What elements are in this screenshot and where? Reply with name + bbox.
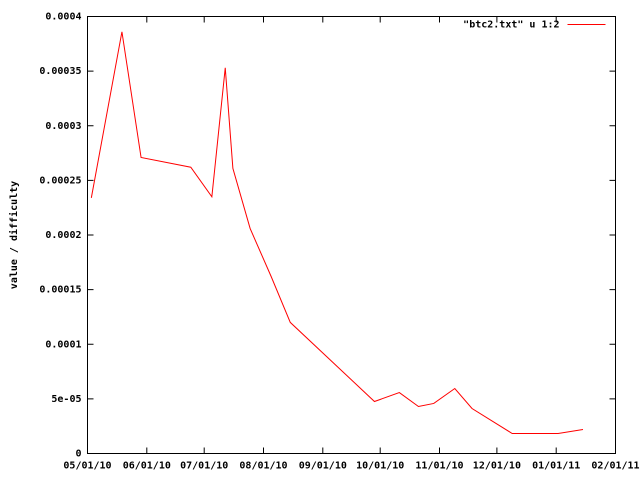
x-tick-label: 05/01/10 xyxy=(63,461,111,472)
plot-frame xyxy=(87,16,616,454)
y-tick-label: 0.00015 xyxy=(39,285,81,296)
legend-label: "btc2.txt" u 1:2 xyxy=(463,20,559,31)
y-axis-label: value / difficulty xyxy=(8,181,20,289)
x-tick-label: 09/01/10 xyxy=(299,461,347,472)
x-tick-label: 08/01/10 xyxy=(239,461,287,472)
x-tick-label: 02/01/11 xyxy=(591,461,639,472)
y-tick-label: 0.00035 xyxy=(39,66,81,77)
x-tick-label: 01/01/11 xyxy=(532,461,580,472)
data-line xyxy=(90,31,584,435)
y-tick-label: 5e-05 xyxy=(51,394,81,405)
y-tick-label: 0.0002 xyxy=(45,230,81,241)
y-tick-label: 0.0004 xyxy=(45,12,81,23)
x-tick-label: 11/01/10 xyxy=(415,461,463,472)
x-tick-label: 10/01/10 xyxy=(356,461,404,472)
y-tick-label: 0.00025 xyxy=(39,175,81,186)
x-tick-label: 12/01/10 xyxy=(473,461,521,472)
y-tick-label: 0 xyxy=(75,449,81,460)
x-tick-label: 07/01/10 xyxy=(180,461,228,472)
x-tick-label: 06/01/10 xyxy=(123,461,171,472)
y-tick-label: 0.0001 xyxy=(45,339,81,350)
y-tick-label: 0.0003 xyxy=(45,121,81,132)
